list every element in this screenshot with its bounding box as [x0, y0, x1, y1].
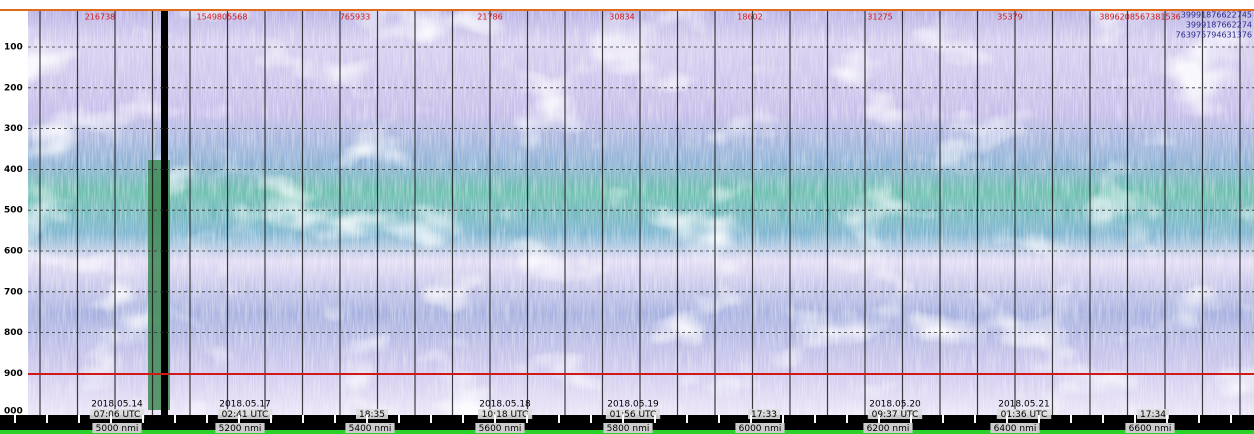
timeline-tick: [46, 415, 48, 423]
timeline-tick: [686, 415, 688, 423]
timeline-date: 2018.05.18: [479, 400, 531, 410]
timeline-tick: [1230, 415, 1232, 423]
depth-label: 000: [4, 407, 23, 417]
depth-label: 500: [4, 206, 23, 216]
segment-value: 30834: [609, 13, 634, 22]
timeline-tick: [878, 415, 880, 423]
timeline-tick: [78, 415, 80, 423]
timeline-date: 2018.05.20: [869, 400, 921, 410]
timeline-tick: [302, 415, 304, 423]
timeline-time: 18:35: [359, 410, 385, 420]
timeline-tick: [750, 415, 752, 423]
timeline-time: 10:18 UTC: [482, 410, 529, 420]
echogram-noise: [28, 10, 1254, 415]
timeline-tick: [366, 415, 368, 423]
timeline-tick: [462, 415, 464, 423]
timeline-tick: [238, 415, 240, 423]
timeline-time: 17:33: [751, 410, 777, 420]
timeline-tick: [430, 415, 432, 423]
segment-value: 18602: [737, 13, 762, 22]
timeline-tick: [910, 415, 912, 423]
timeline-tick: [942, 415, 944, 423]
timeline-tick: [590, 415, 592, 423]
echogram-view: 100 200 300 400 500 600 700 800 900 000 216738 1549…: [0, 0, 1254, 434]
depth-label: 700: [4, 287, 23, 297]
summary-value: 3999187662274: [1186, 21, 1252, 30]
timeline-tick: [1102, 415, 1104, 423]
timeline-tick: [846, 415, 848, 423]
distance-label: 5800 nmi: [607, 424, 650, 434]
timeline-tick: [1198, 415, 1200, 423]
timeline-tick: [558, 415, 560, 423]
timeline-tick: [814, 415, 816, 423]
depth-label: 600: [4, 247, 23, 257]
timeline-tick: [270, 415, 272, 423]
depth-label: 200: [4, 83, 23, 93]
timeline-time: 02:41 UTC: [222, 410, 269, 420]
data-gap: [161, 10, 168, 415]
timeline-tick: [718, 415, 720, 423]
distance-label: 6200 nmi: [867, 424, 910, 434]
segment-value: 765933: [340, 13, 371, 22]
segment-value: 1549805568: [197, 13, 248, 22]
distance-label: 6400 nmi: [994, 424, 1037, 434]
distance-label: 6000 nmi: [739, 424, 782, 434]
segment-value: 31275: [867, 13, 892, 22]
timeline-tick: [174, 415, 176, 423]
depth-label: 800: [4, 328, 23, 338]
timeline-time: 17:34: [1140, 410, 1166, 420]
timeline-tick: [1070, 415, 1072, 423]
timeline-tick: [494, 415, 496, 423]
distance-label: 5200 nmi: [219, 424, 262, 434]
timeline-date: 2018.05.17: [219, 400, 271, 410]
timeline-tick: [1038, 415, 1040, 423]
timeline-date: 2018.05.14: [91, 400, 143, 410]
depth-label: 900: [4, 369, 23, 379]
segment-value: 3896208567381536: [1099, 13, 1180, 22]
timeline-tick: [782, 415, 784, 423]
segment-value: 35379: [997, 13, 1022, 22]
timeline-time: 07:06 UTC: [94, 410, 141, 420]
timeline-tick: [110, 415, 112, 423]
segment-value: 21786: [477, 13, 502, 22]
timeline-tick: [654, 415, 656, 423]
distance-label: 5600 nmi: [479, 424, 522, 434]
timeline-tick: [622, 415, 624, 423]
timeline-tick: [1006, 415, 1008, 423]
timeline-tick: [398, 415, 400, 423]
timeline-date: 2018.05.19: [607, 400, 659, 410]
timeline-tick: [206, 415, 208, 423]
timeline-tick: [526, 415, 528, 423]
timeline-tick: [142, 415, 144, 423]
timeline-tick: [14, 415, 16, 423]
timeline-tick: [1134, 415, 1136, 423]
depth-label: 400: [4, 165, 23, 175]
timeline-time: 01:56 UTC: [610, 410, 657, 420]
depth-label: 300: [4, 124, 23, 134]
summary-value: 763975794631376: [1176, 31, 1252, 40]
distance-label: 6600 nmi: [1129, 424, 1172, 434]
timeline-tick: [334, 415, 336, 423]
segment-value: 216738: [85, 13, 116, 22]
depth-label: 100: [4, 43, 23, 53]
timeline-tick: [1166, 415, 1168, 423]
distance-label: 5400 nmi: [349, 424, 392, 434]
timeline-date: 2018.05.21: [998, 400, 1050, 410]
distance-label: 5000 nmi: [96, 424, 139, 434]
timeline-tick: [974, 415, 976, 423]
summary-value: 39991876622745: [1181, 11, 1252, 20]
